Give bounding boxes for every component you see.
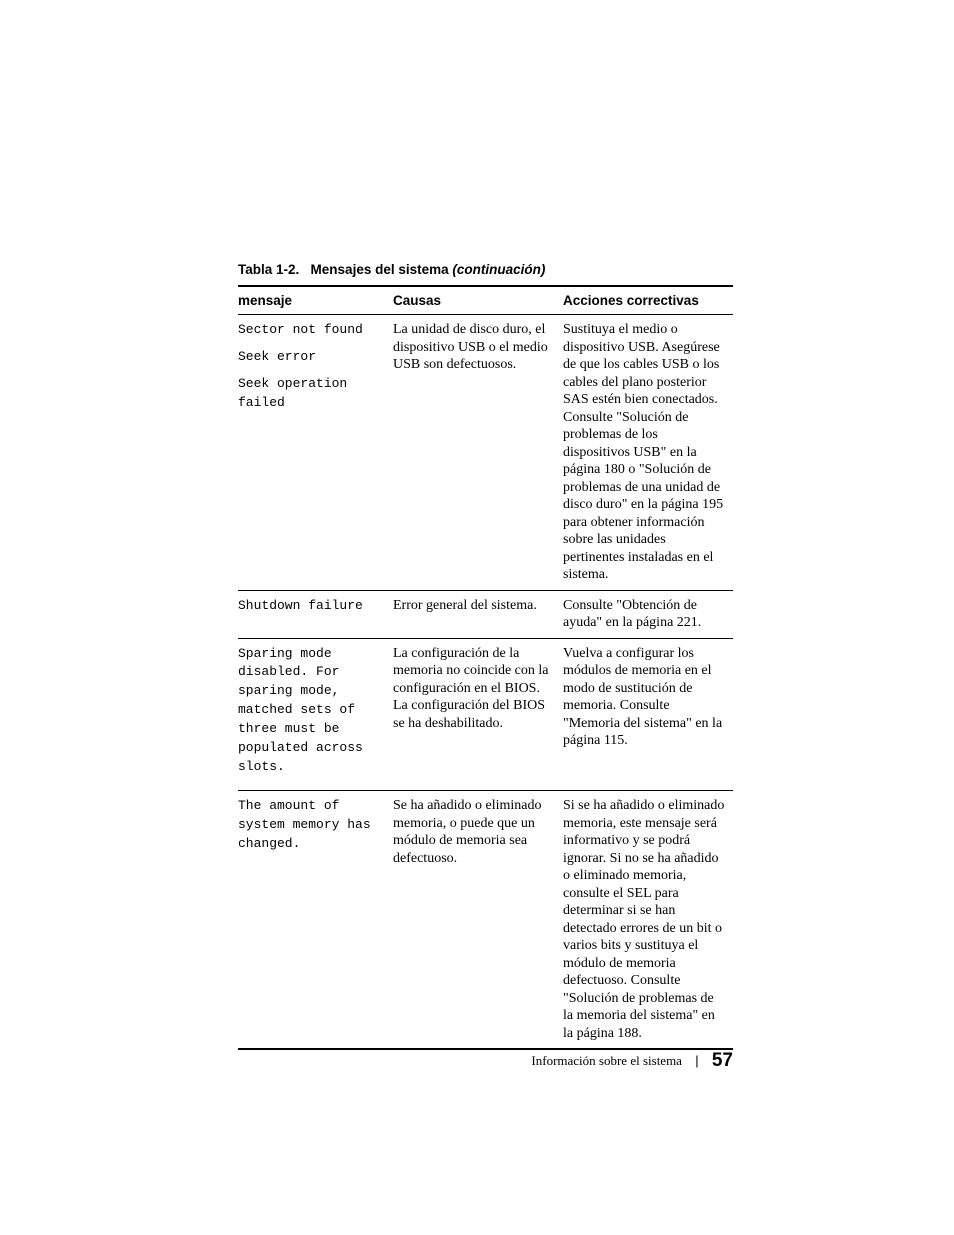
footer-divider: |	[695, 1053, 698, 1068]
system-messages-table: mensaje Causas Acciones correctivas Sect…	[238, 285, 733, 1050]
cell-cause: Se ha añadido o eliminado memoria, o pue…	[393, 791, 563, 1050]
cell-cause: La unidad de disco duro, el dispositivo …	[393, 315, 563, 591]
document-page: Tabla 1-2. Mensajes del sistema (continu…	[0, 0, 954, 1235]
caption-label: Tabla 1-2.	[238, 262, 299, 277]
cell-message: Sector not found Seek error Seek operati…	[238, 315, 393, 591]
cell-cause: La configuración de la memoria no coinci…	[393, 638, 563, 791]
message-text: Seek operation failed	[238, 375, 387, 413]
cell-action: Si se ha añadido o eliminado memoria, es…	[563, 791, 733, 1050]
message-text: Sector not found	[238, 321, 387, 340]
message-text: Sparing mode disabled. For sparing mode,…	[238, 645, 387, 777]
caption-title: Mensajes del sistema	[311, 262, 449, 277]
table-row: Sparing mode disabled. For sparing mode,…	[238, 638, 733, 791]
col-header-action: Acciones correctivas	[563, 286, 733, 315]
page-footer: Información sobre el sistema | 57	[238, 1050, 733, 1072]
message-text: Shutdown failure	[238, 597, 387, 616]
table-caption: Tabla 1-2. Mensajes del sistema (continu…	[238, 262, 733, 277]
footer-page-number: 57	[712, 1050, 733, 1071]
table-header-row: mensaje Causas Acciones correctivas	[238, 286, 733, 315]
cell-action: Vuelva a configurar los módulos de memor…	[563, 638, 733, 791]
table-row: The amount of system memory has changed.…	[238, 791, 733, 1050]
main-content: Tabla 1-2. Mensajes del sistema (continu…	[238, 262, 733, 1050]
cell-cause: Error general del sistema.	[393, 590, 563, 638]
cell-action: Consulte "Obtención de ayuda" en la pági…	[563, 590, 733, 638]
cell-message: Sparing mode disabled. For sparing mode,…	[238, 638, 393, 791]
cell-action: Sustituya el medio o dispositivo USB. As…	[563, 315, 733, 591]
message-text: Seek error	[238, 348, 387, 367]
col-header-message: mensaje	[238, 286, 393, 315]
cell-message: Shutdown failure	[238, 590, 393, 638]
col-header-cause: Causas	[393, 286, 563, 315]
table-body: Sector not found Seek error Seek operati…	[238, 315, 733, 1050]
footer-section: Información sobre el sistema	[531, 1053, 682, 1068]
caption-suffix: (continuación)	[452, 262, 545, 277]
message-text: The amount of system memory has changed.	[238, 797, 387, 854]
cell-message: The amount of system memory has changed.	[238, 791, 393, 1050]
table-row: Sector not found Seek error Seek operati…	[238, 315, 733, 591]
table-row: Shutdown failure Error general del siste…	[238, 590, 733, 638]
